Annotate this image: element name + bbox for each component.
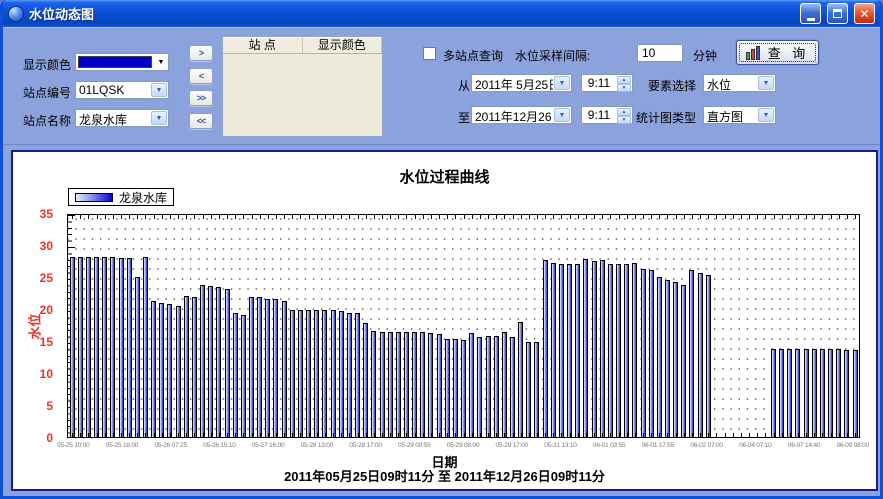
chart-title: 水位过程曲线: [399, 169, 490, 186]
to-date-value: 2011年12月26日: [475, 110, 553, 123]
remove-station-button[interactable]: <: [189, 68, 213, 84]
chevron-down-icon[interactable]: ▼: [758, 76, 774, 90]
station-id-dropdown[interactable]: 01LQSK ▼: [75, 81, 169, 99]
query-button-label: 查 询: [767, 46, 810, 61]
bar-chart-icon: [745, 45, 760, 60]
station-name-dropdown[interactable]: 龙泉水库 ▼: [75, 109, 169, 127]
station-name-label: 站点名称: [23, 114, 72, 128]
control-panel: 显示颜色 ▼ 站点编号 01LQSK ▼ 站点名称 龙泉水库 ▼ > < >> …: [3, 27, 880, 145]
chevron-down-icon[interactable]: ▼: [758, 108, 774, 122]
chevron-down-icon[interactable]: ▼: [554, 108, 570, 122]
to-time-value: 9:11: [587, 108, 611, 122]
to-label: 至: [458, 111, 471, 125]
chart-type-label: 统计图类型: [636, 111, 697, 125]
chart-type-value: 直方图: [707, 110, 744, 123]
multi-station-label: 多站点查询: [443, 49, 504, 63]
element-select-label: 要素选择: [648, 79, 697, 93]
spin-up-icon[interactable]: ▲: [617, 76, 631, 84]
chevron-down-icon[interactable]: ▼: [151, 111, 167, 125]
legend-label: 龙泉水库: [119, 190, 168, 205]
chevron-down-icon[interactable]: ▼: [151, 83, 167, 97]
plot-area: [67, 214, 860, 438]
chart-type-dropdown[interactable]: 直方图 ▼: [703, 106, 776, 124]
multi-station-checkbox[interactable]: [423, 47, 436, 60]
element-dropdown[interactable]: 水位 ▼: [703, 74, 776, 92]
chevron-down-icon[interactable]: ▼: [554, 76, 570, 90]
from-date-dropdown[interactable]: 2011年 5月25日 ▼: [471, 74, 572, 92]
minimize-icon: [806, 17, 815, 21]
y-axis-title: 水位: [27, 313, 43, 340]
app-globe-icon: [8, 5, 24, 22]
query-button[interactable]: 查 询: [736, 40, 819, 65]
from-time-value: 9:11: [587, 76, 611, 90]
bars: [68, 215, 859, 437]
to-time-spinner[interactable]: 9:11 ▲ ▼: [581, 106, 633, 124]
station-id-value: 01LQSK: [79, 83, 125, 97]
interval-input[interactable]: [637, 44, 683, 62]
element-value: 水位: [707, 78, 732, 91]
minimize-button[interactable]: [800, 3, 821, 24]
display-color-label: 显示颜色: [23, 58, 72, 72]
from-date-value: 2011年 5月25日: [475, 78, 553, 91]
chart-panel: 水位过程曲线 龙泉水库 0 5 10 15 20 25 30 35 水位 05-25 10:0…: [11, 150, 878, 491]
x-axis-labels: 05-25 10:00 05-25 18:00 05-26 07:25 05-26 1…: [57, 442, 869, 449]
focus-rect: [739, 43, 816, 62]
window-title: 水位动态图: [29, 7, 95, 22]
table-header-color[interactable]: 显示颜色: [303, 37, 382, 53]
close-icon: ✕: [859, 6, 870, 21]
maximize-button[interactable]: [827, 3, 848, 24]
title-bar[interactable]: 水位动态图 ✕: [3, 0, 880, 27]
add-station-button[interactable]: >: [189, 45, 213, 61]
add-all-stations-button[interactable]: >>: [189, 90, 213, 106]
date-range-text: 2011年05月25日09时11分 至 2011年12月26日09时11分: [284, 469, 605, 484]
table-header-station[interactable]: 站 点: [223, 37, 303, 53]
spin-down-icon[interactable]: ▼: [617, 84, 631, 92]
maximize-icon: [833, 9, 842, 18]
selected-stations-table[interactable]: 站 点 显示颜色: [222, 36, 383, 137]
spin-up-icon[interactable]: ▲: [617, 108, 631, 116]
color-swatch: [78, 56, 152, 68]
interval-label: 水位采样间隔:: [515, 49, 591, 63]
close-button[interactable]: ✕: [854, 3, 875, 24]
display-color-dropdown[interactable]: ▼: [75, 53, 169, 71]
y-axis-labels: 0 5 10 15 20 25 30 35: [39, 207, 53, 445]
legend-swatch: [75, 192, 113, 202]
remove-all-stations-button[interactable]: <<: [189, 113, 213, 129]
interval-unit-label: 分钟: [693, 49, 718, 63]
chevron-down-icon[interactable]: ▼: [157, 58, 165, 66]
station-name-value: 龙泉水库: [79, 113, 128, 126]
from-label: 从: [458, 79, 471, 93]
table-header-row: 站 点 显示颜色: [223, 37, 382, 54]
spin-down-icon[interactable]: ▼: [617, 116, 631, 124]
station-id-label: 站点编号: [23, 86, 72, 100]
x-axis-title: 日期: [431, 455, 458, 470]
from-time-spinner[interactable]: 9:11 ▲ ▼: [581, 74, 633, 92]
chart-legend: 龙泉水库: [68, 188, 175, 206]
to-date-dropdown[interactable]: 2011年12月26日 ▼: [471, 106, 572, 124]
